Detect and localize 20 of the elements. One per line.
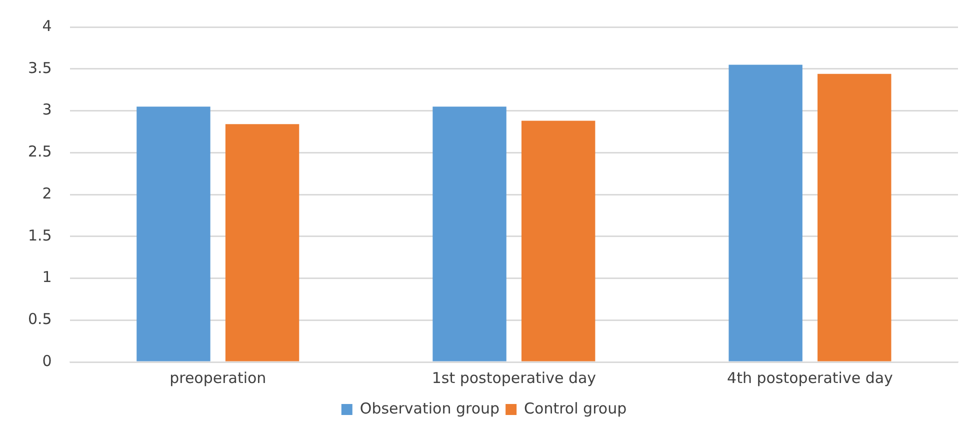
x-tick-label: preoperation <box>170 368 266 387</box>
bar <box>225 124 300 362</box>
bar <box>432 106 506 362</box>
y-tick-label: 1 <box>42 268 52 286</box>
y-tick-label: 0 <box>42 352 52 370</box>
y-tick-label: 4 <box>42 16 52 35</box>
y-tick-label: 1.5 <box>28 226 52 244</box>
bar <box>136 106 210 362</box>
x-tick-label: 4th postoperative day <box>727 368 894 387</box>
y-tick-label: 0.5 <box>28 310 52 328</box>
x-tick-label: 1st postoperative day <box>432 368 596 387</box>
y-tick-label: 3 <box>42 100 52 119</box>
y-tick-label: 2.5 <box>28 142 52 161</box>
y-tick-label: 3.5 <box>28 58 52 77</box>
bar <box>521 120 596 362</box>
y-tick-label: 2 <box>42 184 52 202</box>
bar <box>728 64 802 362</box>
legend-label: Control group <box>524 399 627 418</box>
bar <box>818 74 892 362</box>
legend-label: Observation group <box>360 399 500 418</box>
